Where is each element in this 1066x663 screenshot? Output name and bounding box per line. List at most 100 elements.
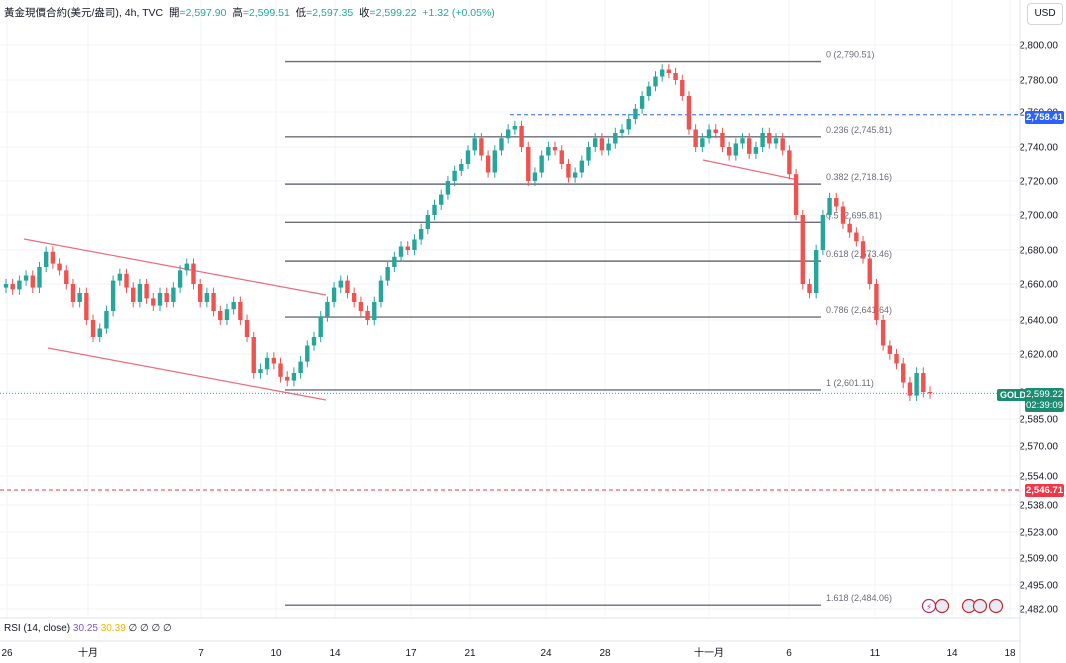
candle-body <box>452 170 457 181</box>
last-price-tag: 2,599.22 02:39:09 <box>1025 388 1064 412</box>
candle-body <box>559 150 564 164</box>
time-tick-label: 14 <box>946 648 958 659</box>
candle-body <box>653 76 658 87</box>
candle-body <box>57 263 62 271</box>
candle-body <box>726 147 732 156</box>
candle-body <box>700 138 705 147</box>
event-icons: ⚡ <box>921 598 1004 614</box>
price-tick-label: 2,800.00 <box>1019 41 1058 52</box>
event-flag-icon <box>988 598 1004 614</box>
candle-body <box>318 316 323 337</box>
candle-body <box>331 287 337 302</box>
candle-body <box>780 138 785 151</box>
candle-body <box>425 215 431 229</box>
horizontal-levels <box>0 114 1020 491</box>
candle-body <box>459 164 464 171</box>
interval[interactable]: 4h <box>124 7 137 19</box>
candle-body <box>151 298 156 306</box>
rsi-value: 30.25 <box>72 623 98 634</box>
candle-body <box>23 275 29 281</box>
candle-body <box>171 287 176 302</box>
channel-lower-line <box>47 347 327 401</box>
open-value: =2,597.90 <box>179 7 227 19</box>
candle-body <box>238 302 243 320</box>
candle-body <box>539 155 544 173</box>
candle-body <box>566 164 571 178</box>
fib-level-label: 0.236 (2,745.81) <box>826 125 892 135</box>
price-tick-label: 2,700.00 <box>1019 211 1058 222</box>
candle-body <box>465 150 471 164</box>
candle-body <box>740 138 745 144</box>
candle-body <box>472 138 477 151</box>
price-tick-label: 2,660.00 <box>1019 280 1058 291</box>
price-tick-label: 2,720.00 <box>1019 177 1058 188</box>
price-tick-label: 2,495.00 <box>1019 581 1058 592</box>
time-tick-label: 18 <box>1004 648 1016 659</box>
candle-body <box>224 309 230 320</box>
candle-body <box>579 160 585 173</box>
candle-body <box>532 172 538 181</box>
candle-body <box>325 302 330 317</box>
time-axis: 26 十月 7 10 14 17 21 24 28 十一月 6 11 14 18 <box>1 646 1016 659</box>
symbol-name[interactable]: 黃金現價合約(美元/盎司) <box>4 7 119 19</box>
price-axis: 2,800.002,780.002,760.002,740.002,720.00… <box>1019 41 1058 616</box>
candle-body <box>854 232 859 242</box>
candle-body <box>124 273 129 288</box>
candle-body <box>244 320 250 337</box>
candle-body <box>753 147 759 154</box>
candle-body <box>793 174 799 215</box>
lightning-glyph: ⚡ <box>926 602 932 612</box>
candle-body <box>593 138 598 147</box>
candle-body <box>251 337 256 373</box>
symbol-tag: GOLD <box>997 389 1029 401</box>
candle-body <box>639 96 645 109</box>
rsi-extra-values: ∅ ∅ ∅ ∅ <box>128 623 172 634</box>
candle-body <box>70 284 76 302</box>
candle-body <box>492 150 497 173</box>
rsi-header[interactable]: RSI (14, close) 30.25 30.39 ∅ ∅ ∅ ∅ <box>4 623 172 634</box>
candle-body <box>358 302 364 311</box>
candle-body <box>613 133 618 144</box>
candle-body <box>117 273 123 281</box>
high-value: =2,599.51 <box>242 7 290 19</box>
candle-body <box>686 96 692 130</box>
currency-button[interactable]: USD <box>1027 3 1063 25</box>
candle-body <box>840 206 846 224</box>
red-level-tag[interactable]: 2,546.71 <box>1025 484 1064 497</box>
candle-body <box>519 126 524 147</box>
candle-body <box>110 280 116 311</box>
blue-level-tag[interactable]: 2,758.41 <box>1025 111 1064 124</box>
candle-body <box>586 147 591 161</box>
chart-grid <box>0 0 1020 618</box>
candle-body <box>927 392 933 394</box>
candle-body <box>646 86 651 96</box>
candle-body <box>673 73 678 80</box>
candle-body <box>907 382 913 396</box>
price-tick-label: 2,680.00 <box>1019 246 1058 257</box>
open-label: 開 <box>168 7 180 19</box>
candle-body <box>144 284 149 299</box>
candle-body <box>666 69 672 73</box>
price-tick-label: 2,570.00 <box>1019 442 1058 453</box>
price-tick-label: 2,538.00 <box>1019 501 1058 512</box>
fib-level-label: 0.786 (2,641.64) <box>826 305 892 315</box>
candle-body <box>546 147 551 156</box>
candlesticks <box>3 64 933 401</box>
candle-body <box>177 270 183 288</box>
candle-body <box>860 241 866 259</box>
candle-body <box>291 373 297 381</box>
candle-body <box>894 354 899 364</box>
candle-body <box>285 376 290 381</box>
candle-body <box>439 194 444 205</box>
candle-body <box>77 293 82 302</box>
time-tick-label: 28 <box>599 648 611 659</box>
candle-body <box>887 345 893 354</box>
symbol-header: 黃金現價合約(美元/盎司), 4h, TVC 開=2,597.90 高=2,59… <box>4 7 495 19</box>
candle-body <box>680 80 685 96</box>
time-tick-label: 10 <box>270 648 282 659</box>
candle-body <box>820 215 826 250</box>
change-value: +1.32 (+0.05%) <box>422 7 495 19</box>
candle-body <box>807 284 812 293</box>
candle-body <box>626 119 631 130</box>
